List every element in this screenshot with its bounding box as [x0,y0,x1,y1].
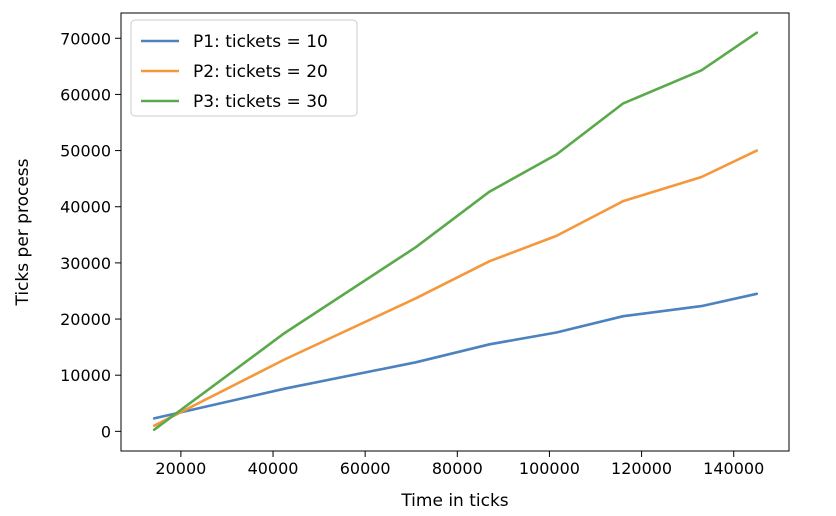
legend: P1: tickets = 10 P2: tickets = 20 P3: tick… [130,19,358,117]
x-tick-label: 140000 [703,459,764,478]
plot-frame [120,12,790,452]
x-axis: 20000 40000 60000 80000 100000 120000 140000 [155,451,764,478]
x-axis-label: Time in ticks [400,491,508,511]
y-tick-label: 30000 [60,254,111,273]
series-line-p3 [152,31,759,432]
y-tick-label: 60000 [60,85,111,104]
y-tick-label: 0 [101,422,111,441]
y-tick-label: 40000 [60,198,111,217]
x-tick-label: 120000 [611,459,672,478]
x-tick-label: 40000 [248,459,299,478]
x-tick-label: 20000 [155,459,206,478]
legend-box [130,19,358,117]
legend-label-p1: P1: tickets = 10 [193,32,328,52]
legend-label-p3: P3: tickets = 30 [193,92,328,112]
legend-label-p2: P2: tickets = 20 [193,62,328,82]
y-tick-label: 10000 [60,366,111,385]
y-tick-label: 50000 [60,142,111,161]
series-line-p2 [152,149,759,428]
series-line-p1 [152,292,759,420]
y-axis: 0 10000 20000 30000 40000 50000 60000 70000 [60,29,121,441]
series-layer [152,31,759,432]
y-tick-label: 20000 [60,310,111,329]
x-tick-label: 100000 [519,459,580,478]
y-tick-label: 70000 [60,29,111,48]
y-axis-label: Ticks per process [13,158,33,306]
x-tick-label: 80000 [432,459,483,478]
x-tick-label: 60000 [340,459,391,478]
